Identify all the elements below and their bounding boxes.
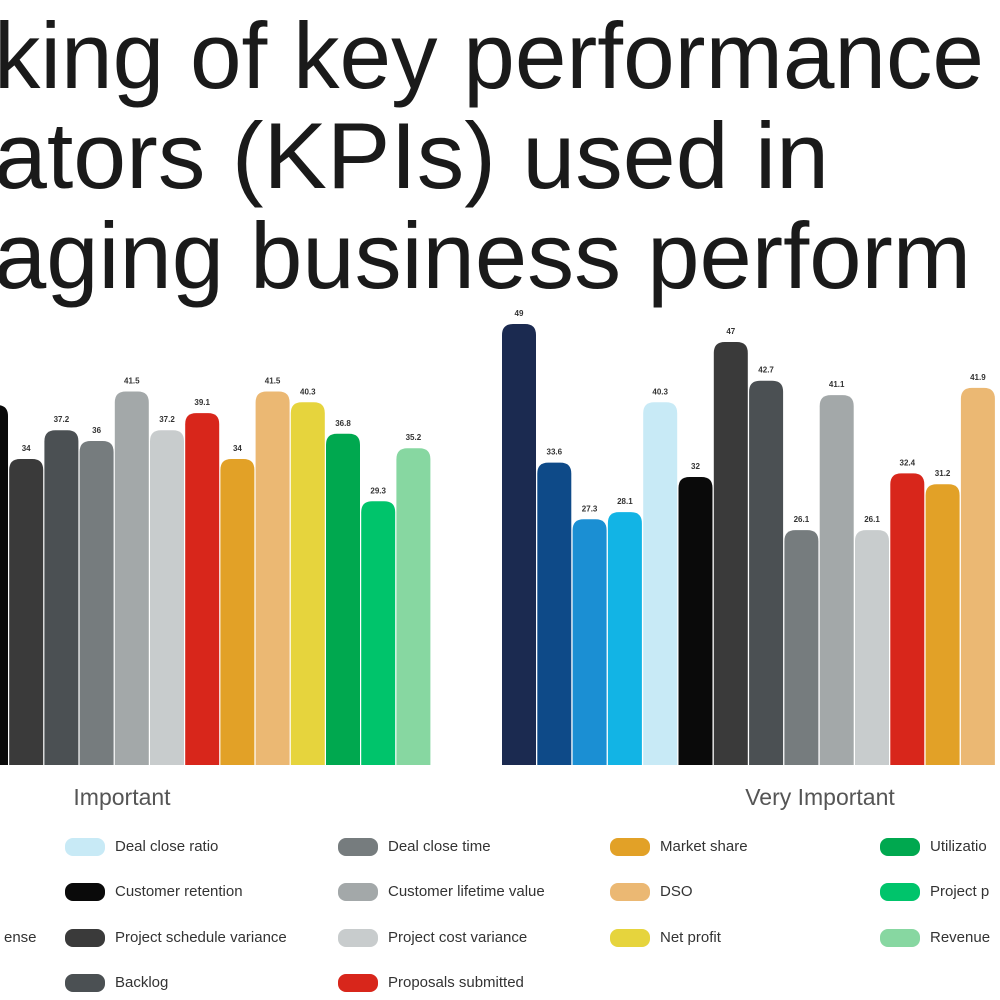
bar xyxy=(114,391,149,765)
legend-swatch xyxy=(338,974,378,992)
bar xyxy=(784,530,819,765)
value-label: 29.3 xyxy=(370,486,386,495)
legend-swatch xyxy=(338,838,378,856)
legend-swatch xyxy=(610,883,650,901)
legend-label: Backlog xyxy=(115,974,168,991)
legend-swatch xyxy=(610,929,650,947)
legend-swatch xyxy=(65,838,105,856)
bar xyxy=(220,459,255,765)
bar xyxy=(361,501,396,765)
legend-swatch xyxy=(65,974,105,992)
bar xyxy=(855,530,889,765)
bar xyxy=(396,448,431,765)
value-label: 31.2 xyxy=(935,469,951,478)
value-label: 42.7 xyxy=(758,366,774,375)
value-label: 41.5 xyxy=(265,377,281,386)
legend-swatch xyxy=(338,883,378,901)
bar xyxy=(749,380,784,765)
legend-swatch xyxy=(880,929,920,947)
group-label: Important xyxy=(73,784,171,810)
legend-swatch xyxy=(65,883,105,901)
value-label: 36 xyxy=(92,426,101,435)
title-line: king of key performance xyxy=(0,3,984,108)
legend-label: Project p xyxy=(930,883,989,900)
legend-label: Project schedule variance xyxy=(115,929,287,946)
legend-swatch xyxy=(880,883,920,901)
legend-swatch xyxy=(610,838,650,856)
bar xyxy=(9,459,44,765)
bar xyxy=(607,512,642,765)
value-label: 32 xyxy=(691,462,700,471)
value-label: 26.1 xyxy=(794,515,810,524)
value-label: 28.1 xyxy=(617,497,633,506)
value-label: 49 xyxy=(515,309,524,318)
bar xyxy=(44,430,79,765)
legend-swatch xyxy=(338,929,378,947)
value-label: 27.3 xyxy=(582,504,598,513)
bar xyxy=(643,402,678,765)
bar xyxy=(678,477,713,765)
value-label: 26.1 xyxy=(864,515,880,524)
value-label: 37.2 xyxy=(54,415,70,424)
legend-label: Project cost variance xyxy=(388,929,527,946)
legend-swatch xyxy=(65,929,105,947)
bar xyxy=(326,433,360,765)
value-label: 37.2 xyxy=(159,415,175,424)
value-label: 33.6 xyxy=(547,448,563,457)
bar xyxy=(713,342,748,765)
legend-label: Market share xyxy=(660,838,748,855)
value-label: 41.1 xyxy=(829,380,845,389)
value-label: 39.1 xyxy=(194,398,210,407)
legend-label: Customer retention xyxy=(115,883,243,900)
legend-swatch xyxy=(880,838,920,856)
value-label: 40.3 xyxy=(652,387,668,396)
value-label: 34 xyxy=(233,444,242,453)
value-label: 41.5 xyxy=(124,377,140,386)
value-label: 41.9 xyxy=(970,373,986,382)
value-label: 36.8 xyxy=(335,419,351,428)
bar xyxy=(890,473,925,765)
bar xyxy=(185,413,220,765)
legend-label: Deal close time xyxy=(388,838,491,855)
value-label: 34 xyxy=(22,444,31,453)
group-label: Very Important xyxy=(745,784,895,810)
legend-label: DSO xyxy=(660,883,693,900)
value-label: 47 xyxy=(726,327,735,336)
bar xyxy=(290,402,325,765)
bar xyxy=(572,519,607,765)
legend-label: ense xyxy=(4,929,37,946)
bar xyxy=(150,430,184,765)
bar xyxy=(502,324,536,765)
title-line: aging business perform xyxy=(0,203,971,308)
legend-label: Customer lifetime value xyxy=(388,883,545,900)
value-label: 35.2 xyxy=(406,433,422,442)
value-label: 32.4 xyxy=(900,458,916,467)
legend-label: Proposals submitted xyxy=(388,974,524,991)
bar xyxy=(0,405,8,765)
legend-label: Net profit xyxy=(660,929,722,946)
title-line: ators (KPIs) used in xyxy=(0,103,829,208)
value-label: 40.3 xyxy=(300,387,316,396)
legend-label: Revenue xyxy=(930,929,990,946)
bar xyxy=(819,395,854,765)
bar xyxy=(925,484,960,765)
legend-label: Utilizatio xyxy=(930,838,987,855)
bar xyxy=(255,391,290,765)
bar xyxy=(960,387,995,765)
legend-label: Deal close ratio xyxy=(115,838,218,855)
bar xyxy=(79,441,114,765)
bar xyxy=(537,462,572,765)
